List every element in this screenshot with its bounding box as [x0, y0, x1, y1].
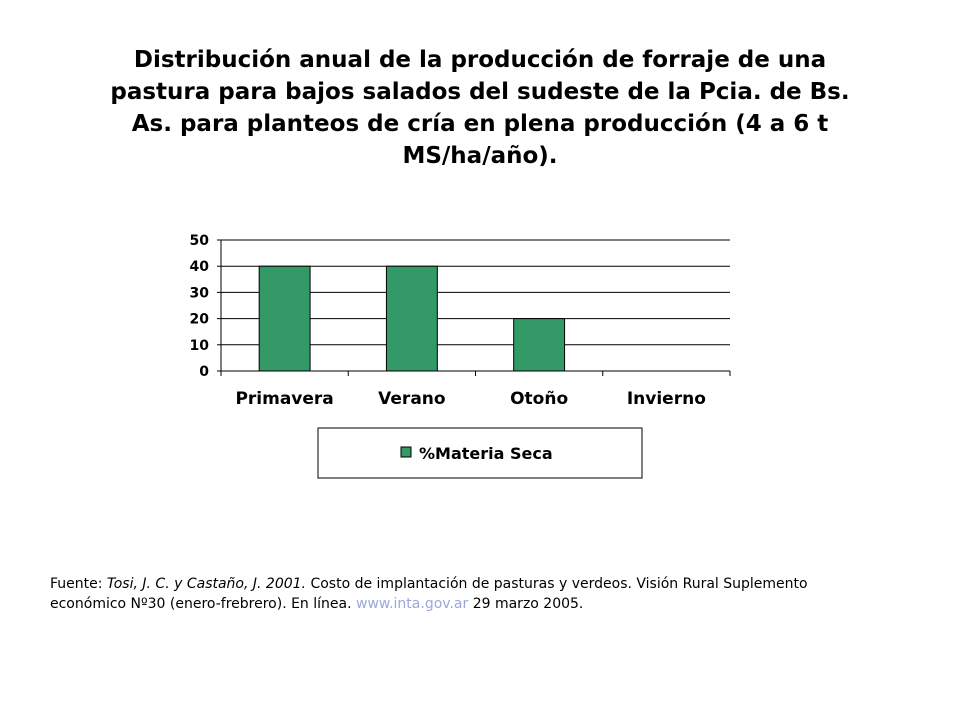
- x-tick-label: Invierno: [627, 389, 706, 409]
- source-link[interactable]: www.inta.gov.ar: [356, 596, 469, 612]
- source-authors: Tosi, J. C. y Castaño, J. 2001.: [106, 576, 306, 592]
- y-tick-label: 20: [190, 312, 210, 328]
- x-tick-label: Verano: [378, 389, 445, 409]
- x-tick-label: Primavera: [235, 389, 333, 409]
- chart-title: Distribución anual de la producción de f…: [60, 44, 900, 172]
- title-line: Distribución anual de la producción de f…: [133, 47, 827, 73]
- plot-area: 0 10 20 30 40 50 Primavera Verano Otoño Invierno: [190, 233, 731, 409]
- bar: [513, 318, 566, 372]
- title-line: pastura para bajos salados del sudeste d…: [110, 79, 850, 105]
- legend-box: [317, 427, 643, 479]
- y-tick-label: 0: [199, 364, 209, 380]
- bar: [385, 265, 438, 372]
- legend-swatch: [400, 446, 412, 458]
- title-line: As. para planteos de cría en plena produ…: [131, 111, 829, 137]
- y-tick-label: 50: [190, 233, 210, 249]
- source-citation: Fuente: Tosi, J. C. y Castaño, J. 2001. …: [50, 574, 870, 614]
- y-tick-label: 10: [190, 338, 210, 354]
- y-tick-label: 40: [190, 259, 210, 275]
- source-date: 29 marzo 2005.: [468, 596, 584, 612]
- source-prefix: Fuente:: [50, 576, 107, 592]
- legend-label: %Materia Seca: [419, 444, 553, 463]
- source-text: Costo de implantación de pasturas y verd…: [50, 576, 808, 612]
- legend: %Materia Seca: [317, 427, 643, 479]
- bar: [258, 265, 311, 372]
- title-line: MS/ha/año).: [402, 143, 558, 169]
- y-tick-label: 30: [190, 285, 210, 301]
- x-tick-label: Otoño: [510, 389, 568, 409]
